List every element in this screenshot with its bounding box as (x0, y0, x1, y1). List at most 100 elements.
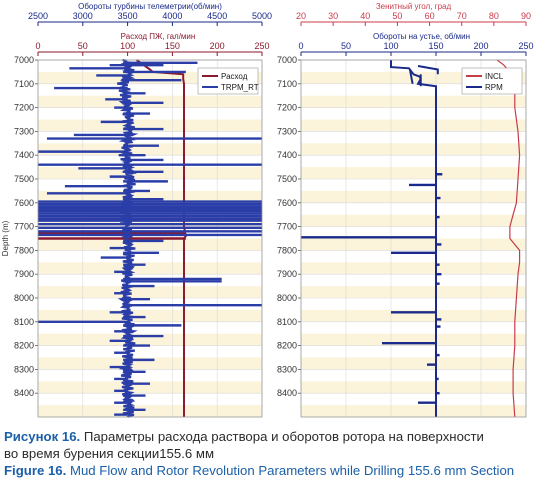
left-legend-box (197, 67, 259, 95)
left-y-tick-label: 7600 (14, 198, 34, 208)
right-band (301, 214, 526, 227)
right-band (301, 119, 526, 132)
left-mid-axis-title: Расход ПЖ, гал/мин (121, 32, 196, 41)
right-band (301, 333, 526, 346)
left-y-tick-label: 7900 (14, 269, 34, 279)
right-top-tick-label: 20 (296, 11, 306, 21)
left-y-tick-label: 7400 (14, 150, 34, 160)
caption-en-text: Mud Flow and Rotor Revolution Parameters… (66, 463, 515, 478)
left-legend-label: Расход (221, 72, 248, 81)
left-mid-tick-label: 0 (35, 41, 40, 51)
caption-ru-label: Рисунок 16. (4, 429, 81, 444)
right-y-tick-label: 7600 (277, 198, 297, 208)
right-top-tick-label: 40 (360, 11, 370, 21)
right-mid-axis-title: Обороты на устье, об/мин (373, 32, 470, 41)
left-y-tick-label: 7000 (14, 55, 34, 65)
left-y-tick-label: 8400 (14, 388, 34, 398)
left-band (38, 381, 262, 394)
left-band (38, 71, 262, 84)
left-band (38, 309, 262, 322)
right-y-tick-label: 8100 (277, 317, 297, 327)
caption-en-label: Figure 16. (4, 463, 67, 478)
right-y-tick-label: 7100 (277, 79, 297, 89)
left-mid-tick-label: 200 (210, 41, 225, 51)
left-band (38, 143, 262, 156)
left-y-tick-label: 8100 (14, 317, 34, 327)
right-plot-frame (300, 59, 527, 418)
right-top-tick-label: 80 (489, 11, 499, 21)
left-band (38, 333, 262, 346)
right-y-tick-label: 7800 (277, 245, 297, 255)
left-top-tick-label: 3000 (73, 11, 93, 21)
right-band (301, 381, 526, 394)
left-y-tick-label: 8000 (14, 293, 34, 303)
captions: Рисунок 16. Параметры расхода раствора и… (4, 428, 548, 479)
caption-ru-line-2: во время бурения секции155.6 мм (4, 446, 215, 461)
right-top-axis-title: Зенитный угол, град (376, 2, 452, 11)
right-top-tick-label: 60 (425, 11, 435, 21)
right-legend-label: INCL (485, 72, 504, 81)
right-band (301, 357, 526, 370)
left-band (38, 405, 262, 417)
left-mid-tick-label: 150 (165, 41, 180, 51)
right-top-tick-label: 70 (457, 11, 467, 21)
left-y-tick-label: 8200 (14, 341, 34, 351)
right-chart: 20 30 40 50 60 70 80 90 Зенитный угол, град 0 50 10… (277, 2, 534, 418)
right-legend-box (461, 67, 523, 95)
right-legend-label: RPM (485, 83, 503, 92)
right-mid-tick-label: 50 (341, 41, 351, 51)
left-y-tick-label: 7800 (14, 245, 34, 255)
left-y-tick-label: 7500 (14, 174, 34, 184)
right-y-tick-label: 8300 (277, 364, 297, 374)
right-y-tick-label: 8000 (277, 293, 297, 303)
left-top-tick-label: 4000 (162, 11, 182, 21)
right-y-tick-label: 7300 (277, 126, 297, 136)
left-legend-label: TRPM_RT (221, 83, 259, 92)
right-top-tick-label: 90 (521, 11, 531, 21)
right-top-tick-label: 50 (392, 11, 402, 21)
left-top-tick-label: 4500 (207, 11, 227, 21)
right-band (301, 309, 526, 322)
left-y-axis-title: Depth (m) (1, 220, 10, 256)
right-mid-tick-label: 0 (298, 41, 303, 51)
left-mid-tick-label: 250 (254, 41, 269, 51)
right-y-tick-label: 7700 (277, 222, 297, 232)
right-y-tick-label: 7900 (277, 269, 297, 279)
left-y-tick-label: 7100 (14, 79, 34, 89)
left-plot-frame (37, 59, 263, 418)
right-band (301, 95, 526, 108)
left-top-tick-label: 5000 (252, 11, 272, 21)
left-series-trpm-rt-line (117, 58, 139, 418)
right-top-tick-label: 30 (328, 11, 338, 21)
left-band (38, 238, 262, 251)
right-y-tick-label: 8200 (277, 341, 297, 351)
right-band (301, 238, 526, 251)
left-y-tick-label: 7200 (14, 103, 34, 113)
left-band (38, 286, 262, 298)
caption-ru-line-1: Рисунок 16. Параметры расхода раствора и… (4, 428, 548, 445)
caption-en-line: Figure 16. Mud Flow and Rotor Revolution… (4, 462, 548, 479)
right-band (301, 143, 526, 156)
left-top-tick-label: 2500 (28, 11, 48, 21)
right-band (301, 262, 526, 275)
right-y-tick-label: 8400 (277, 388, 297, 398)
left-y-tick-label: 8300 (14, 364, 34, 374)
left-mid-tick-label: 100 (120, 41, 135, 51)
right-band (301, 167, 526, 179)
left-mid-tick-label: 50 (78, 41, 88, 51)
right-y-tick-label: 7500 (277, 174, 297, 184)
right-band (301, 286, 526, 298)
left-band (38, 357, 262, 370)
right-band (301, 405, 526, 417)
left-band (38, 190, 262, 203)
left-band (38, 262, 262, 275)
right-mid-tick-label: 150 (428, 41, 443, 51)
left-top-axis-title: Обороты турбины телеметрии(об/мин) (78, 2, 222, 11)
right-y-tick-label: 7200 (277, 103, 297, 113)
right-y-tick-label: 7000 (277, 55, 297, 65)
left-y-tick-label: 7700 (14, 222, 34, 232)
caption-ru-text: Параметры расхода раствора и оборотов ро… (80, 429, 484, 444)
left-y-tick-label: 7300 (14, 126, 34, 136)
